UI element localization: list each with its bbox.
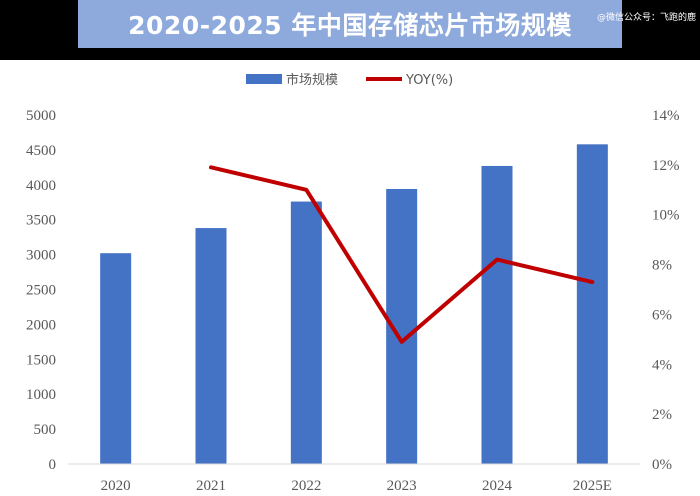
x-axis: 2020 2021 2022 2023 2024 2025E [101, 478, 612, 494]
x-tick-label: 2021 [196, 478, 226, 494]
right-tick-label: 14% [652, 108, 680, 124]
right-axis: 0% 2% 4% 6% 8% 10% 12% 14% [652, 108, 680, 473]
legend: 市场规模 YOY(%) [246, 72, 453, 88]
left-tick-label: 5000 [26, 108, 56, 124]
left-tick-label: 500 [34, 422, 57, 438]
right-tick-label: 6% [652, 307, 672, 323]
bar [481, 165, 513, 465]
line-series [209, 165, 595, 344]
x-tick-label: 2025E [573, 478, 612, 494]
left-axis: 0 500 1000 1500 2000 2500 3000 3500 4000 4500 5000 [26, 108, 56, 473]
left-tick-label: 1500 [26, 352, 56, 368]
chart-title: 2020-2025 年中国存储芯片市场规模 [128, 11, 572, 40]
left-tick-label: 0 [49, 457, 57, 473]
right-tick-label: 10% [652, 208, 680, 224]
left-tick-label: 3500 [26, 213, 56, 229]
bar [290, 201, 322, 464]
yoy-line [209, 165, 595, 344]
left-tick-label: 2500 [26, 283, 56, 299]
x-tick-label: 2020 [101, 478, 131, 494]
right-tick-label: 0% [652, 457, 672, 473]
title-banner: 2020-2025 年中国存储芯片市场规模 [78, 0, 622, 48]
left-tick-label: 4000 [26, 178, 56, 194]
x-tick-label: 2023 [387, 478, 417, 494]
left-tick-label: 4500 [26, 143, 56, 159]
bar-series [100, 144, 608, 465]
bar [100, 253, 132, 464]
bar [195, 228, 227, 464]
right-tick-label: 12% [652, 158, 680, 174]
bar [576, 144, 608, 465]
legend-label-bar: 市场规模 [286, 72, 338, 88]
watermark: @微信公众号：飞跑的鹿 [596, 13, 696, 23]
legend-label-line: YOY(%) [405, 73, 453, 88]
x-tick-label: 2024 [482, 478, 513, 494]
legend-swatch-bar [246, 74, 282, 84]
left-tick-label: 3000 [26, 248, 56, 264]
right-tick-label: 2% [652, 407, 672, 423]
right-tick-label: 8% [652, 258, 672, 274]
left-tick-label: 2000 [26, 317, 56, 333]
x-tick-label: 2022 [291, 478, 321, 494]
right-tick-label: 4% [652, 357, 672, 373]
header-bar: 2020-2025 年中国存储芯片市场规模 @微信公众号：飞跑的鹿 [0, 0, 700, 60]
left-tick-label: 1000 [26, 387, 56, 403]
